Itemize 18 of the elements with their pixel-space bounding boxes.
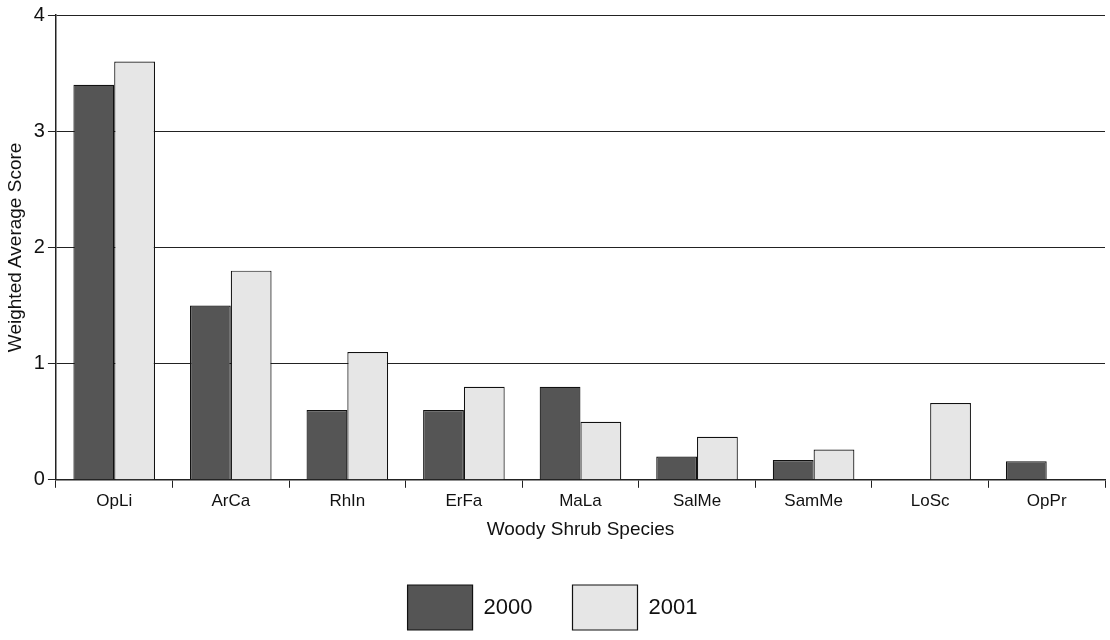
y-axis-title: Weighted Average Score (3, 142, 25, 353)
x-tick-label: LoSc (910, 490, 951, 510)
x-tick-label: RhIn (329, 490, 366, 510)
x-axis-title: Woody Shrub Species (486, 517, 675, 539)
x-tick-label: OpPr (1026, 490, 1067, 510)
legend-label: 2000 (483, 593, 533, 619)
x-tick-label: SamMe (784, 490, 843, 510)
y-tick-label: 2 (33, 234, 45, 257)
x-tick-label: MaLa (559, 490, 603, 510)
x-tick-label: SalMe (672, 490, 722, 510)
y-tick-label: 1 (33, 351, 45, 374)
y-tick-label: 0 (33, 467, 45, 490)
legend-label: 2001 (648, 593, 698, 619)
x-tick-label: ArCa (211, 490, 251, 510)
y-tick-label: 4 (33, 2, 45, 25)
y-tick-label: 3 (33, 118, 45, 141)
x-tick-label: OpLi (96, 490, 133, 510)
x-tick-label: ErFa (445, 490, 483, 510)
